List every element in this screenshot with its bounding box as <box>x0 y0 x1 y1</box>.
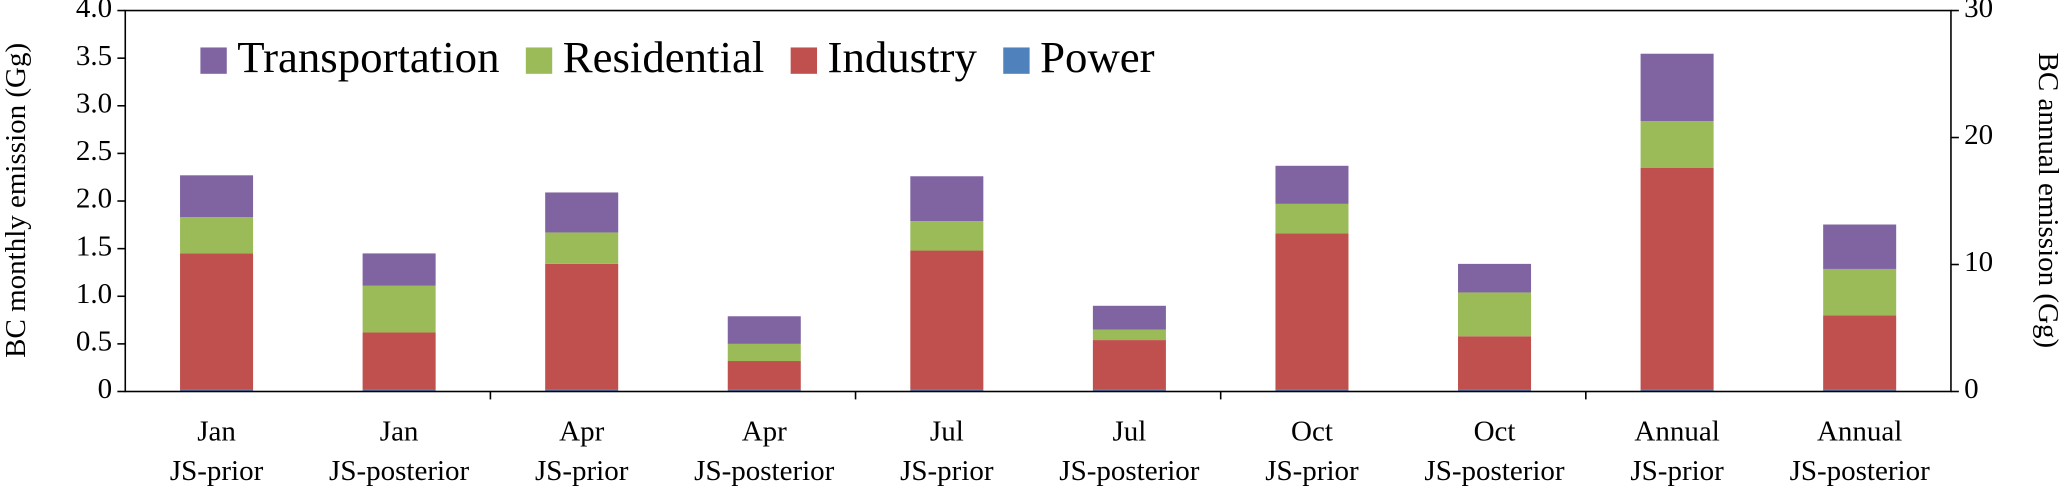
legend-swatch <box>525 47 553 74</box>
bar-segment <box>1640 389 1714 392</box>
x-tick-label: Jan <box>197 415 236 447</box>
y-tick-label: 4.0 <box>76 0 112 24</box>
bar-segment <box>1275 165 1349 204</box>
y-tick-label: 2.5 <box>76 135 112 167</box>
bar-segment <box>1823 389 1897 392</box>
bar-segment <box>362 253 436 286</box>
bar-segment <box>1823 315 1897 390</box>
bar-segment <box>362 389 436 392</box>
x-tick-label: JS-prior <box>170 455 264 487</box>
x-tick-label: Jan <box>380 415 419 447</box>
bar-segment <box>180 389 254 392</box>
legend-swatch <box>1003 47 1030 74</box>
bar-segment <box>1823 268 1897 316</box>
bar-segment <box>910 389 984 392</box>
x-tick-label: JS-prior <box>1630 455 1724 487</box>
bar-segment <box>1275 233 1349 390</box>
plot-frame <box>124 9 1952 393</box>
legend-swatch <box>200 47 227 74</box>
x-tick-label: JS-prior <box>900 455 994 487</box>
bar-segment <box>727 361 801 390</box>
bar-segment <box>362 332 436 390</box>
bar-segment <box>1275 203 1349 234</box>
bar-segment <box>1640 168 1714 390</box>
bar-segment <box>545 263 619 390</box>
x-tick-label: Oct <box>1474 415 1516 447</box>
bar-segment <box>545 192 619 233</box>
bar-segment <box>1458 389 1532 392</box>
bar-segment <box>1092 389 1166 392</box>
y-axis-label: BC monthly emission (Gg) <box>0 43 32 358</box>
x-tick-label: JS-posterior <box>694 455 835 487</box>
y2-tick-label: 30 <box>1964 0 1993 24</box>
x-tick-label: Annual <box>1817 415 1902 447</box>
bar-segment <box>1458 336 1532 390</box>
y-tick-label: 3.0 <box>76 87 112 119</box>
bar-segment <box>727 389 801 392</box>
x-tick-label: JS-posterior <box>1424 455 1564 487</box>
x-tick-label: JS-prior <box>1265 455 1359 487</box>
x-tick-label: JS-posterior <box>1790 455 1931 487</box>
bar-segment <box>545 232 619 264</box>
bar-segment <box>362 285 436 333</box>
y-tick-label: 2.0 <box>76 183 112 215</box>
y2-tick-label: 0 <box>1964 373 1979 405</box>
legend-label: Residential <box>563 32 765 82</box>
bar-segment <box>1275 389 1349 392</box>
bar-segment <box>1092 329 1166 341</box>
bar-segment <box>727 316 801 344</box>
legend-swatch <box>790 47 818 74</box>
bar-segment <box>1640 121 1714 169</box>
legend-label: Power <box>1040 32 1155 82</box>
y-tick-label: 0 <box>98 373 113 405</box>
bar-segment <box>1458 292 1532 337</box>
x-tick-label: Jul <box>1112 415 1146 447</box>
x-tick-label: JS-prior <box>535 455 629 487</box>
y-tick-label: 1.0 <box>76 278 112 310</box>
y2-tick-label: 10 <box>1964 246 1993 278</box>
bar-segment <box>1823 224 1897 269</box>
x-tick-label: Annual <box>1634 415 1719 447</box>
bar-segment <box>180 253 254 390</box>
y-tick-label: 1.5 <box>76 230 112 262</box>
bar-segment <box>1458 263 1532 293</box>
bar-segment <box>910 221 984 251</box>
x-tick-label: Oct <box>1291 415 1333 447</box>
x-tick-label: JS-posterior <box>1059 455 1200 487</box>
bar-segment <box>1640 53 1714 122</box>
y-tick-label: 0.5 <box>76 326 112 358</box>
x-tick-label: Apr <box>742 415 787 447</box>
x-tick-label: JS-posterior <box>329 455 470 487</box>
bar-segment <box>910 176 984 222</box>
y-tick-label: 3.5 <box>76 40 112 72</box>
legend-label: Industry <box>828 32 978 82</box>
bar-segment <box>1092 340 1166 390</box>
bar-segment <box>180 175 254 218</box>
x-tick-label: Jul <box>930 415 964 447</box>
bar-segment <box>910 250 984 390</box>
x-tick-label: Apr <box>559 415 604 447</box>
bar-segment <box>1092 305 1166 330</box>
bar-segment <box>180 217 254 254</box>
y2-tick-label: 20 <box>1964 119 1993 151</box>
bar-segment <box>545 389 619 392</box>
y2-axis-label: BC annual emission (Gg) <box>2032 53 2064 349</box>
legend-label: Transportation <box>237 32 499 82</box>
bar-segment <box>727 343 801 362</box>
